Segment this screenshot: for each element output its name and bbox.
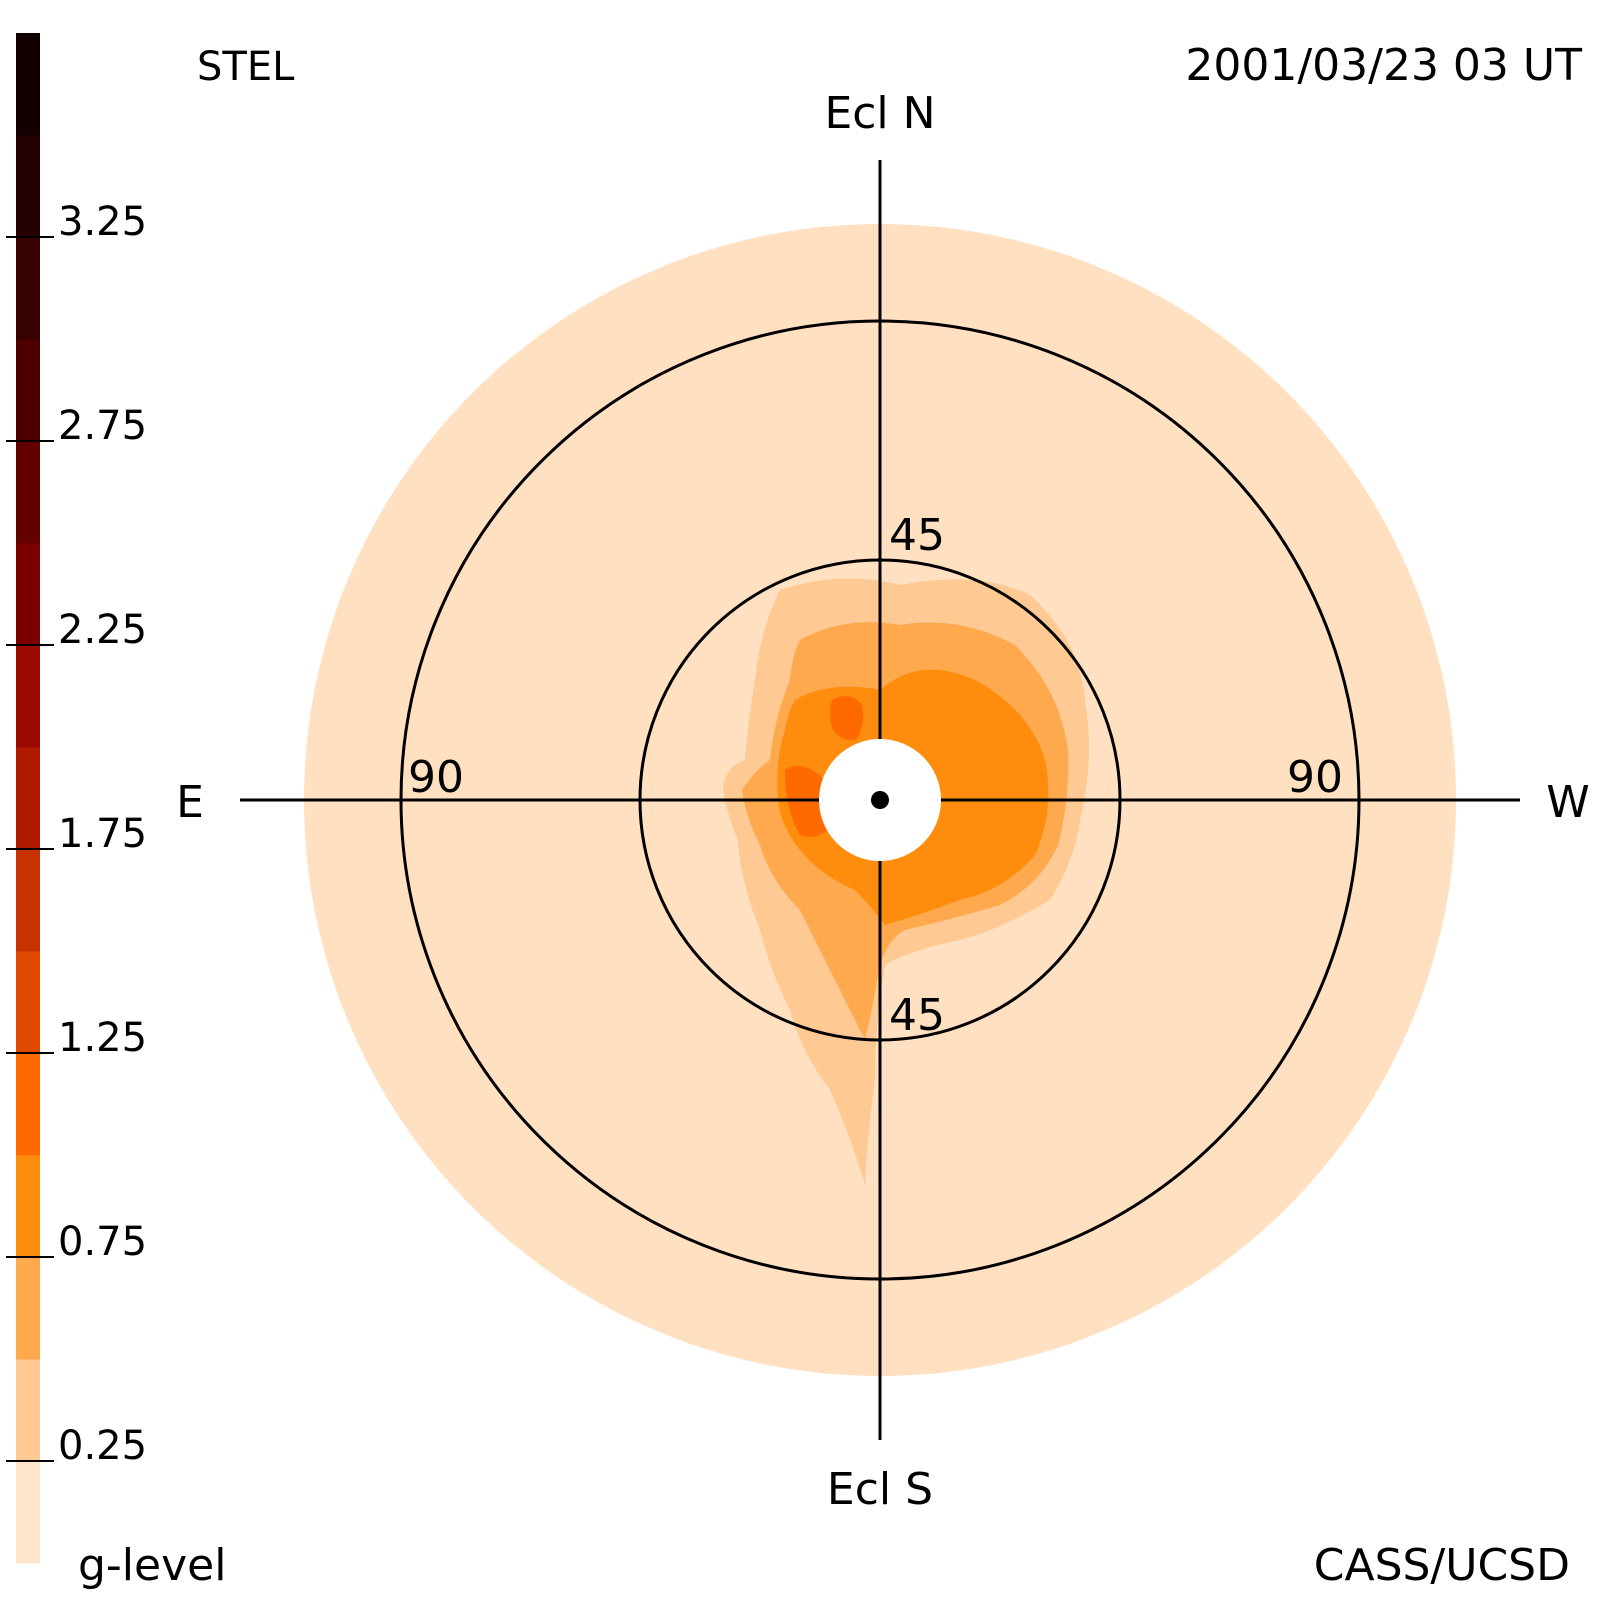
color-bar-ticks: 3.25 2.75 2.25 1.75 1.25 0.75 0.25 [6,199,147,1469]
color-bar-segment [16,441,40,544]
credit-label: CASS/UCSD [1314,1540,1570,1591]
color-bar-tick-label: 0.25 [58,1423,147,1469]
sun-center-dot [871,791,889,809]
color-bar-segment [16,33,40,136]
color-bar-segment [16,339,40,442]
color-bar-segment [16,1053,40,1156]
colorbar-title: g-level [78,1540,226,1591]
color-bar-tick-label: 3.25 [58,199,147,245]
timestamp-label: 2001/03/23 03 UT [1185,40,1582,91]
color-bar-tick-label: 0.75 [58,1219,147,1265]
color-bar-segment [16,1155,40,1258]
direction-west-label: W [1546,777,1590,828]
color-bar-segment [16,543,40,646]
color-bar [16,33,40,1564]
ring-label-45-bottom: 45 [889,990,945,1041]
color-bar-segment [16,645,40,748]
instrument-label: STEL [197,44,295,90]
color-bar-segment [16,951,40,1054]
color-bar-tick-label: 1.75 [58,811,147,857]
color-bar-tick-label: 2.75 [58,403,147,449]
color-bar-segment [16,1359,40,1462]
ring-label-90-right: 90 [1287,752,1343,803]
ring-label-90-left: 90 [408,752,464,803]
color-bar-tick-label: 2.25 [58,607,147,653]
color-bar-tick-label: 1.25 [58,1015,147,1061]
color-bar-segment [16,237,40,340]
color-bar-segment [16,135,40,238]
ring-label-45-top: 45 [889,510,945,561]
color-bar-segment [16,1461,40,1564]
color-bar-segment [16,849,40,952]
sky-map: 45 45 90 90 Ecl N Ecl S E W [176,88,1590,1515]
direction-south-label: Ecl S [827,1464,933,1515]
density-region-level-4-east [785,766,833,838]
direction-east-label: E [176,777,204,828]
density-region-level-4-north [830,696,864,741]
direction-north-label: Ecl N [824,88,935,139]
color-bar-segment [16,747,40,850]
color-bar-segment [16,1257,40,1360]
